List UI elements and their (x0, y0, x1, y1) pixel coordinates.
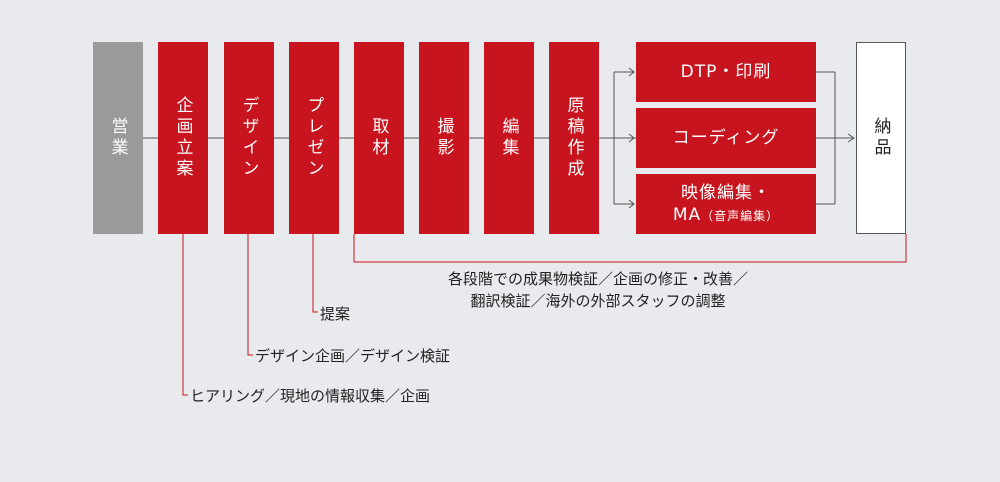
branch-dtp: DTP・印刷 (636, 42, 816, 102)
planning-tasks-note: ヒアリング／現地の情報収集／企画 (190, 387, 431, 405)
branch-video: 映像編集・ MA（音声編集） (636, 174, 816, 234)
stage-sales: 営業 (93, 42, 143, 234)
planning-leader (182, 234, 188, 396)
branch-coding: コーディング (636, 108, 816, 168)
stage-interview: 取材 (354, 42, 404, 234)
branch-video-ma-note: （音声編集） (701, 208, 780, 223)
stage-delivery: 納品 (856, 42, 906, 234)
stage-design: デザイン (224, 42, 274, 234)
proposal-note: 提案 (320, 305, 351, 323)
verification-note: 各段階での成果物検証／企画の修正・改善／ 翻訳検証／海外の外部スタッフの調整 (448, 270, 749, 310)
stage-presentation: プレゼン (289, 42, 339, 234)
branch-video-ma: MA（音声編集） (672, 204, 780, 225)
design-tasks-note: デザイン企画／デザイン検証 (255, 347, 451, 365)
stage-editing: 編集 (484, 42, 534, 234)
stage-manuscript: 原稿作成 (549, 42, 599, 234)
arrow-dtp (628, 67, 635, 77)
stage-photography: 撮影 (419, 42, 469, 234)
arrow-video (628, 199, 635, 209)
arrow-coding (628, 133, 635, 143)
proposal-leader (312, 234, 318, 313)
arrow-delivery (847, 133, 855, 143)
design-leader (247, 234, 253, 356)
stage-planning: 企画立案 (158, 42, 208, 234)
branch-video-title: 映像編集・ (681, 182, 771, 203)
verification-bracket (353, 234, 907, 263)
